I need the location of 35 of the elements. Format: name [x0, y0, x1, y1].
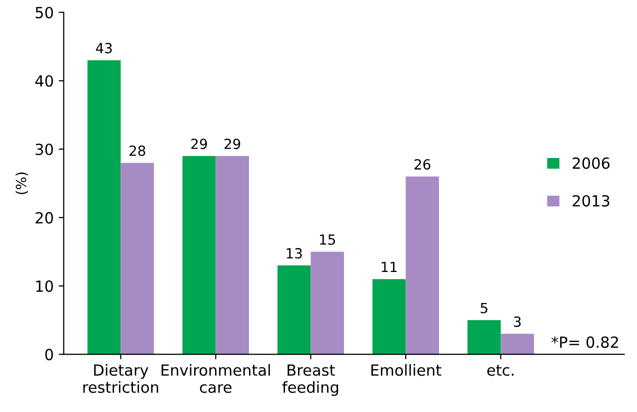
y-tick-label: 0	[45, 348, 53, 360]
x-tick-label: Emollient	[371, 364, 442, 376]
x-tick-label: etc.	[487, 364, 514, 376]
bar	[372, 279, 406, 354]
data-label: 15	[320, 234, 335, 245]
bar	[406, 176, 439, 354]
annotation: *P= 0.82	[551, 336, 618, 348]
y-tick-label: 10	[36, 280, 53, 292]
data-label: 11	[382, 262, 397, 272]
bar	[216, 156, 249, 354]
bar	[277, 265, 311, 354]
y-tick-label: 30	[36, 144, 53, 156]
legend-label: 2013	[572, 195, 610, 207]
y-axis-title: (%)	[16, 172, 28, 194]
data-label: 3	[514, 316, 521, 327]
data-label: 29	[224, 138, 240, 150]
y-tick-label: 20	[36, 212, 53, 224]
y-tick-label: 40	[35, 75, 53, 87]
data-label: 29	[191, 138, 207, 150]
data-label: 26	[414, 159, 430, 170]
bar	[467, 320, 501, 354]
data-label: 28	[130, 145, 146, 156]
bar	[500, 334, 534, 354]
x-tick-label: Dietary restriction	[83, 364, 158, 393]
bar	[87, 60, 121, 354]
data-label: 43	[96, 42, 112, 54]
x-tick-label: Breast feeding	[282, 364, 338, 396]
y-tick-label: 50	[36, 6, 53, 18]
legend-label: 2006	[572, 157, 610, 169]
bar	[310, 252, 344, 354]
bar	[120, 162, 154, 354]
data-label: 13	[286, 248, 302, 259]
bar	[182, 156, 216, 354]
x-tick-label: Environmental care	[162, 364, 270, 393]
data-label: 5	[480, 302, 488, 314]
